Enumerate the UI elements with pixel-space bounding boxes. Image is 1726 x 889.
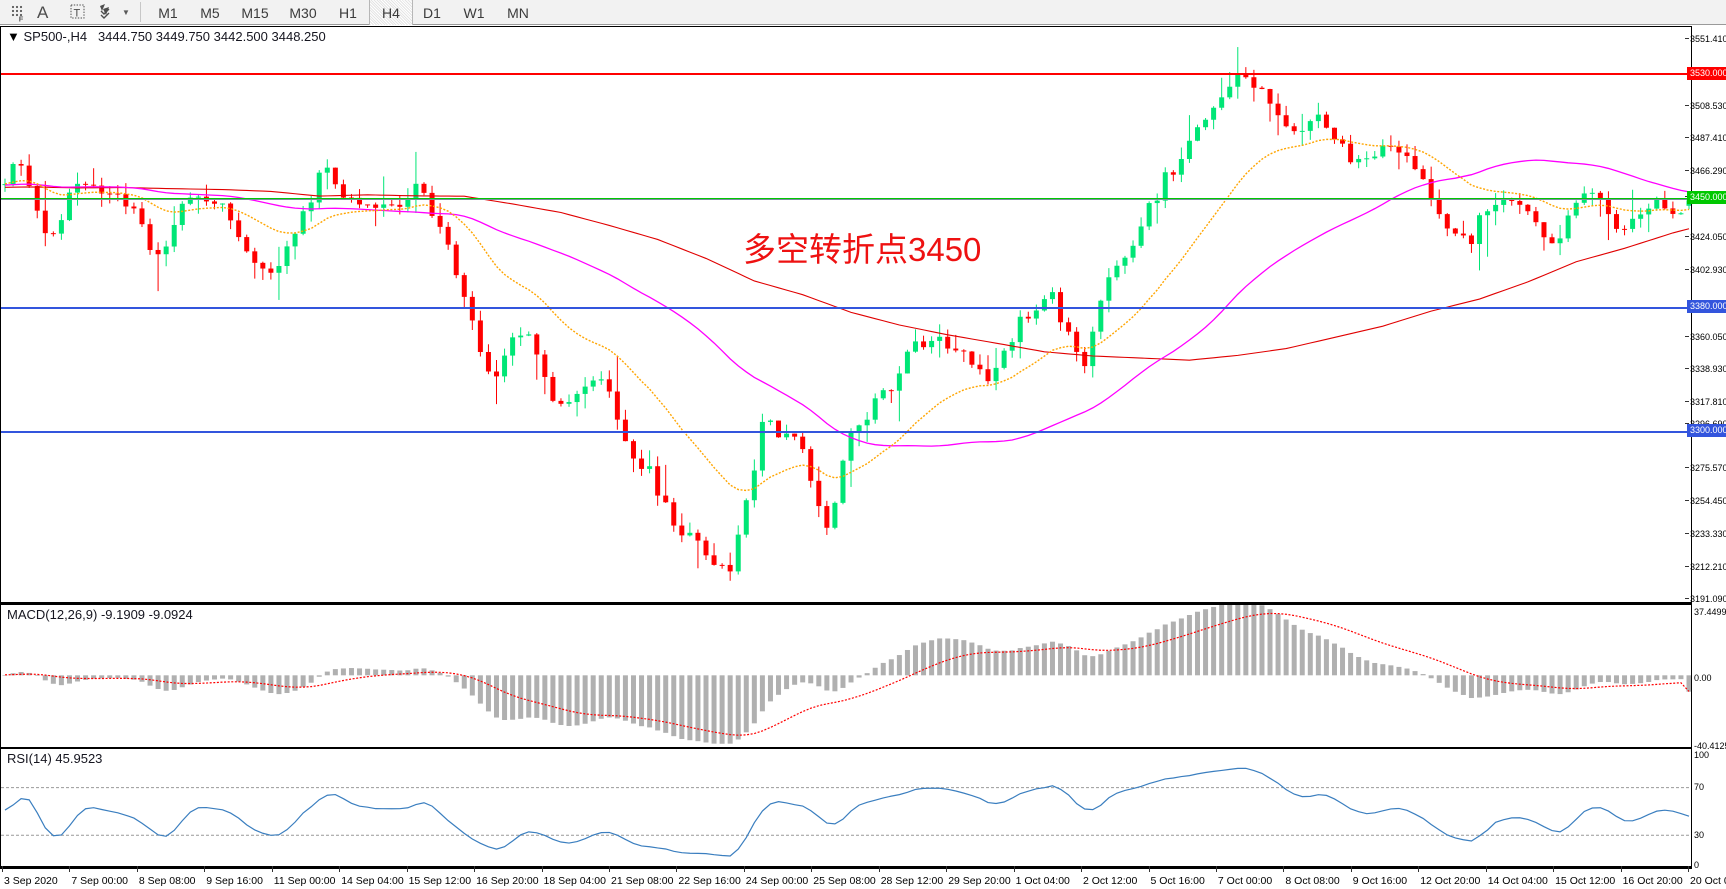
svg-text:F: F — [19, 14, 24, 22]
svg-text:T: T — [74, 7, 81, 19]
